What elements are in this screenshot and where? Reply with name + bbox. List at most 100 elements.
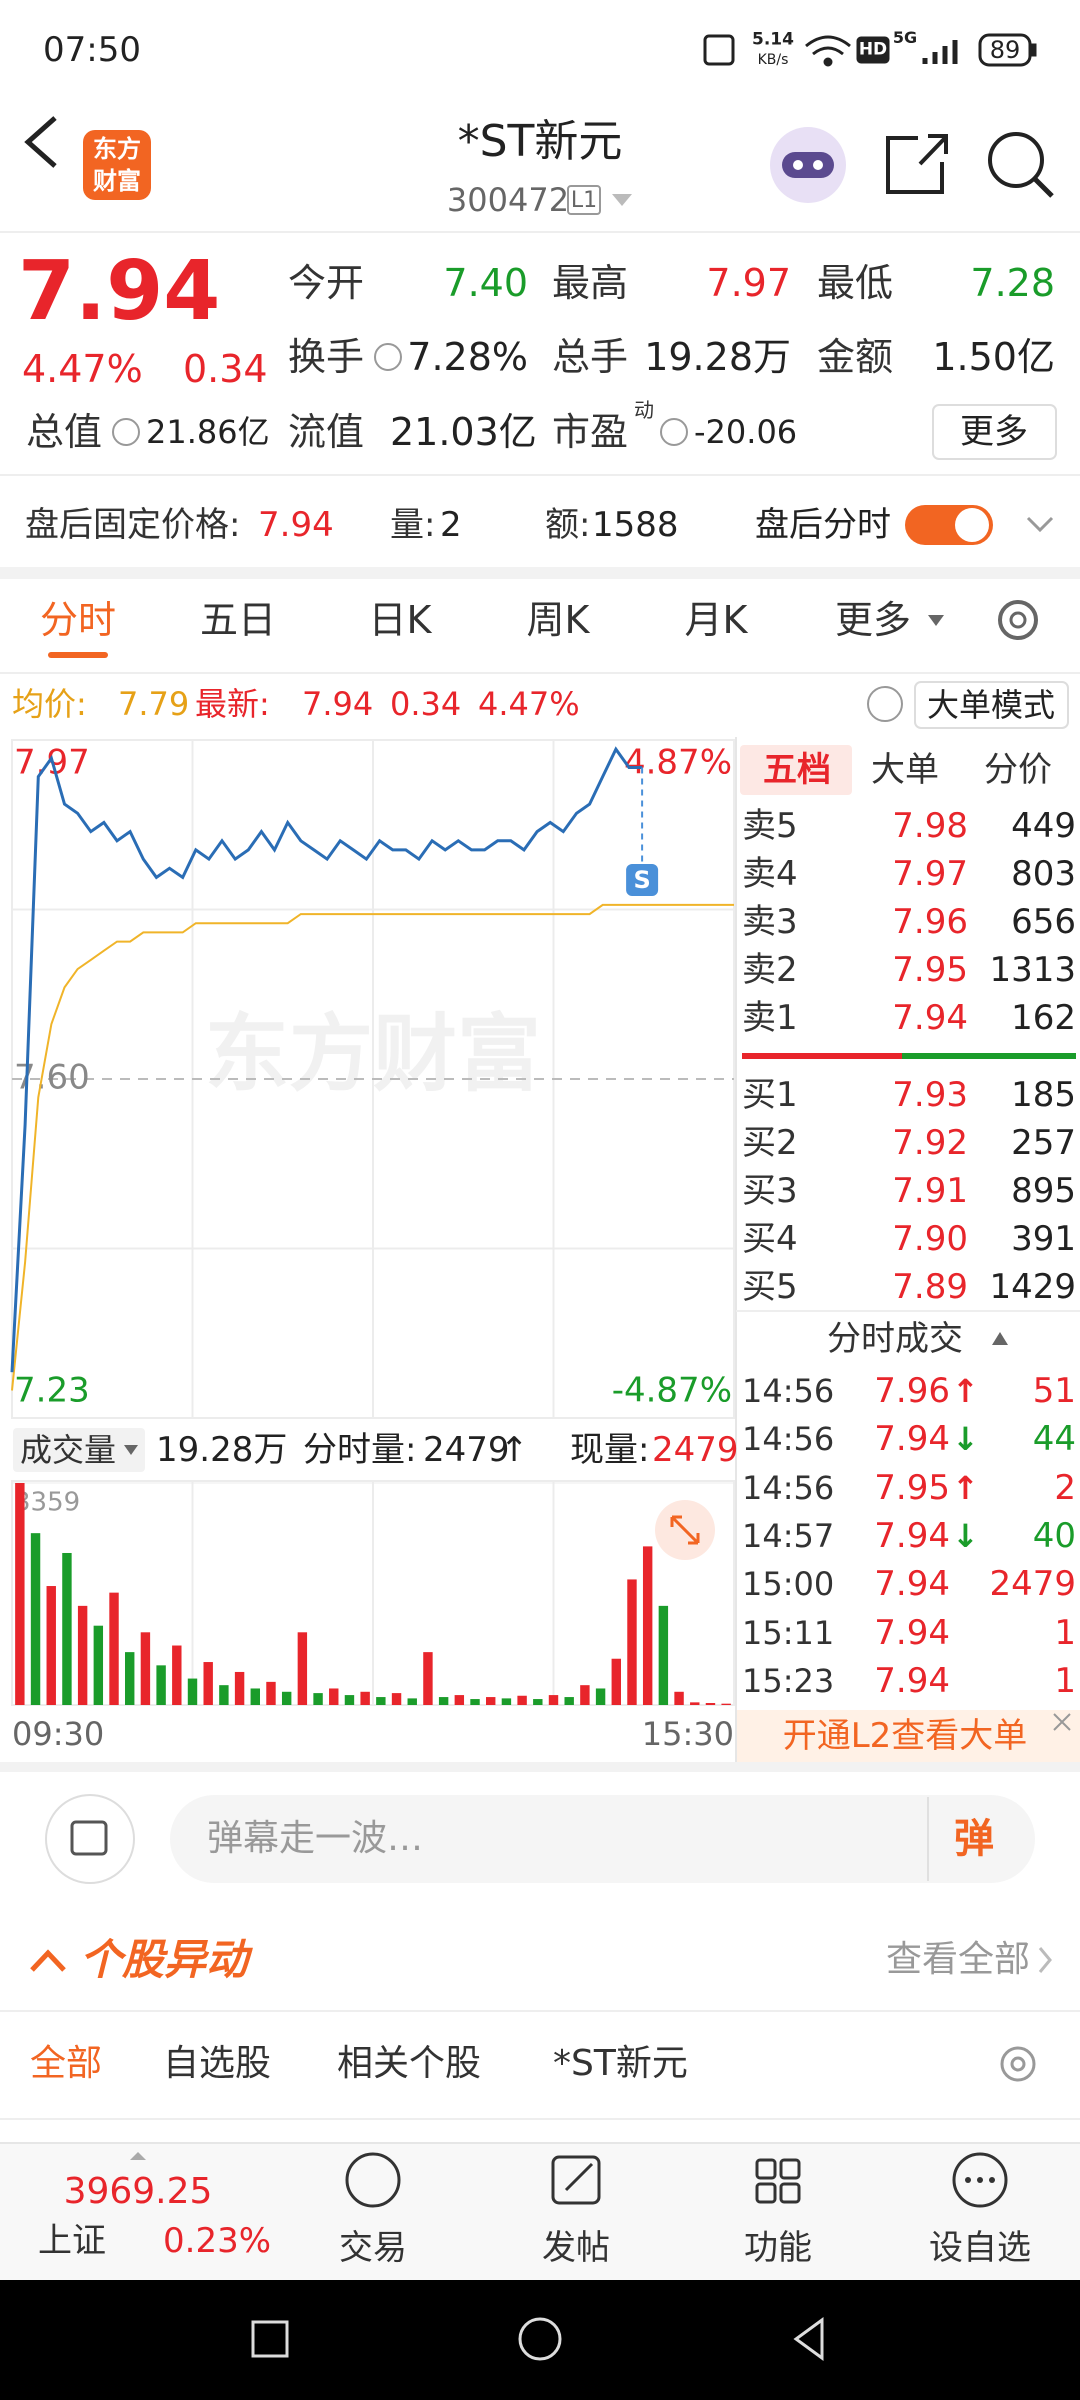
comment-decor-shape (45, 1794, 135, 1884)
volume-bar (501, 1698, 512, 1705)
volume-bar (329, 1688, 339, 1705)
current-volume: 2479 (652, 1430, 739, 1470)
filter-tab[interactable]: *ST新元 (553, 2043, 688, 2084)
volume-bar (172, 1645, 182, 1705)
volume-bar (533, 1699, 543, 1705)
header-icons-shape (1033, 177, 1054, 198)
bottom-nav-decor-shape (0, 2142, 1080, 2144)
comment-button[interactable]: 弹 (954, 1816, 994, 1862)
book-level: 卖3 (742, 902, 798, 942)
bottom-nav-decor-shape (0, 2280, 1080, 2400)
trade-time: 14:56 (742, 1420, 835, 1459)
panel-decor-shape (1053, 1713, 1071, 1731)
separators-shape (0, 231, 1080, 233)
book-volume: 1313 (989, 950, 1076, 990)
status-icons-shape (805, 35, 851, 56)
stat-label: 今开 (288, 261, 365, 305)
nav-item[interactable]: 功能 (744, 2228, 812, 2268)
chart-tab[interactable]: 分时 (39, 598, 117, 642)
info-icons-shape (998, 600, 1038, 640)
book-price: 7.94 (892, 998, 968, 1038)
volume-bar (344, 1695, 355, 1705)
comment-input[interactable]: 弹幕走一波… (207, 1818, 424, 1859)
status-icons-shape (1029, 43, 1037, 57)
logo-line: 东方 (93, 135, 141, 163)
trade-volume: 2479 (989, 1564, 1076, 1605)
last-price: 7.94 (18, 244, 221, 339)
hd-badge: HD (858, 39, 888, 60)
trade-price: 7.94 (874, 1660, 950, 1701)
book-level: 卖1 (742, 998, 798, 1038)
chart-tab[interactable]: 月K (684, 598, 748, 642)
big-order-mode[interactable]: 大单模式 (926, 686, 1056, 724)
volume-bar (564, 1697, 574, 1705)
trade-price: 7.94 (874, 1515, 950, 1556)
volume-bar (595, 1688, 606, 1705)
volume-bar (454, 1695, 465, 1705)
trade-time: 14:56 (742, 1372, 835, 1410)
comment-decor-shape (1038, 1947, 1052, 1973)
trade-arrow: ↓ (952, 1420, 979, 1459)
chart-tab[interactable]: 更多 (834, 598, 912, 642)
l2-promo[interactable]: 开通L2查看大单 (782, 1716, 1028, 1756)
stat-value: 21.03亿 (390, 410, 537, 454)
chart-tab[interactable]: 五日 (199, 598, 277, 642)
stock-code: 300472 (446, 181, 570, 219)
info-latest: 7.94 (302, 685, 374, 723)
more-button[interactable]: 更多 (960, 412, 1028, 452)
volume-bar (658, 1605, 669, 1705)
volume-bar (407, 1698, 417, 1705)
book-volume: 895 (1011, 1171, 1076, 1211)
level-badge: L1 (570, 188, 598, 213)
volume-bar (580, 1685, 590, 1705)
book-tab[interactable]: 大单 (871, 750, 939, 790)
volume-bar (62, 1552, 72, 1705)
book-tab[interactable]: 分价 (984, 750, 1052, 790)
book-tab[interactable]: 五档 (763, 750, 831, 790)
info-icons-shape (374, 343, 402, 371)
book-volume: 449 (1011, 806, 1076, 846)
stat-label: 总值 (26, 410, 103, 454)
chart-tab[interactable]: 日K (368, 598, 432, 642)
y-tick-label: 7.23 (14, 1371, 90, 1411)
index-value[interactable]: 3969.25 (63, 2171, 213, 2212)
trade-price: 7.96 (874, 1371, 950, 1411)
nav-item[interactable]: 发帖 (542, 2228, 610, 2268)
stat-label: 最高 (552, 261, 629, 305)
filter-tab[interactable]: 相关个股 (337, 2043, 482, 2084)
nav-item[interactable]: 设自选 (929, 2228, 1031, 2268)
bottom-nav-decor-shape (0, 2142, 1080, 2280)
volume-bar (15, 1483, 25, 1705)
filter-tab[interactable]: 全部 (30, 2043, 103, 2084)
trade-time: 15:00 (742, 1565, 835, 1604)
header-icons-shape (988, 132, 1044, 188)
period-volume-label: 分时量: (303, 1430, 417, 1470)
stat-label: 最低 (817, 261, 894, 305)
info-pct: 4.47% (478, 685, 580, 723)
after-hours-vol: 2 (440, 505, 462, 545)
chart-tab[interactable]: 周K (526, 598, 590, 642)
volume-bar (548, 1695, 559, 1705)
header-icons-shape (24, 116, 57, 168)
bottom-nav-decor-shape (564, 2162, 594, 2192)
book-price: 7.91 (892, 1171, 968, 1211)
movement-link[interactable]: 查看全部 (885, 1939, 1030, 1980)
volume-bar (203, 1662, 213, 1705)
bottom-nav-decor (0, 2142, 1080, 2400)
nav-item[interactable]: 交易 (339, 2228, 407, 2268)
volume-bar (642, 1546, 653, 1705)
status-icons-shape (922, 40, 958, 64)
stat-value: 1.50亿 (932, 335, 1055, 379)
bottom-nav-decor-shape (755, 2182, 777, 2204)
stat-label: 市盈 (552, 410, 629, 454)
status-icons-shape (823, 57, 833, 67)
movement-title: 个股异动 (80, 1935, 249, 1984)
filter-tab[interactable]: 自选股 (163, 2043, 272, 2084)
volume-bar (486, 1697, 496, 1705)
volume-bar (187, 1678, 198, 1705)
book-price: 7.89 (892, 1267, 968, 1307)
volume-bar (266, 1681, 276, 1705)
info-icons-shape (867, 686, 903, 722)
time-label: 09:30 (12, 1715, 105, 1753)
marker-badge (626, 864, 659, 896)
